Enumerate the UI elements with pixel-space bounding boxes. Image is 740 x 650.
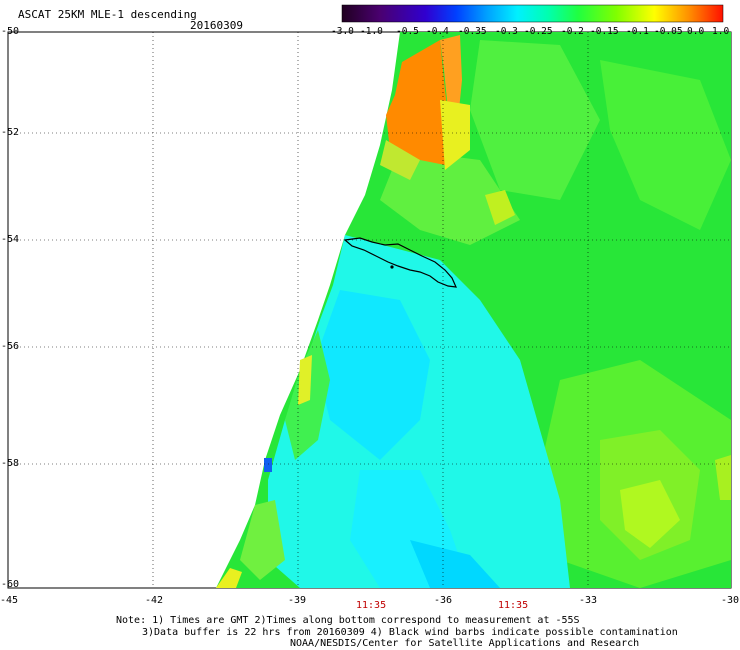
colorbar-tick: -0.3 <box>495 26 518 37</box>
colorbar-tick: -0.1 <box>626 26 649 37</box>
colorbar-tick: -0.25 <box>524 26 553 37</box>
island-outline <box>343 237 457 288</box>
note-line-2: 3)Data buffer is 22 hrs from 20160309 4)… <box>142 627 678 638</box>
lon-label: -42 <box>145 595 164 606</box>
colorbar-tick: -3.0 <box>331 26 354 37</box>
colorbar-tick: -0.4 <box>426 26 449 37</box>
note-line-3: NOAA/NESDIS/Center for Satellite Applica… <box>290 638 640 649</box>
lat-label: -60 <box>1 579 20 590</box>
lon-label: -30 <box>721 595 740 606</box>
lon-label: -36 <box>434 595 453 606</box>
product-title: ASCAT 25KM MLE-1 descending <box>18 8 197 21</box>
colorbar-tick: -0.05 <box>654 26 683 37</box>
lat-label: -56 <box>1 341 20 352</box>
note-line-1: Note: 1) Times are GMT 2)Times along bot… <box>116 615 580 626</box>
lon-label: -45 <box>0 595 19 606</box>
colorbar-tick: -0.15 <box>590 26 619 37</box>
colorbar-tick: 1.0 <box>712 26 730 37</box>
lon-label: -39 <box>288 595 307 606</box>
colorbar <box>341 4 724 23</box>
colorbar-tick: 0.0 <box>687 26 705 37</box>
time-label: 11:35 <box>498 600 529 611</box>
lat-label: -58 <box>1 458 20 469</box>
lon-label: -33 <box>579 595 598 606</box>
colorbar-tick: -0.5 <box>396 26 419 37</box>
colorbar-tick: -1.0 <box>360 26 383 37</box>
lat-label: -54 <box>1 234 20 245</box>
product-date: 20160309 <box>190 19 243 32</box>
lat-label: -50 <box>1 26 20 37</box>
swath-orange <box>386 40 450 165</box>
lat-label: -52 <box>1 127 20 138</box>
colorbar-tick: -0.2 <box>561 26 584 37</box>
time-label: 11:35 <box>356 600 387 611</box>
grid <box>8 32 731 588</box>
colorbar-tick: -0.35 <box>458 26 487 37</box>
